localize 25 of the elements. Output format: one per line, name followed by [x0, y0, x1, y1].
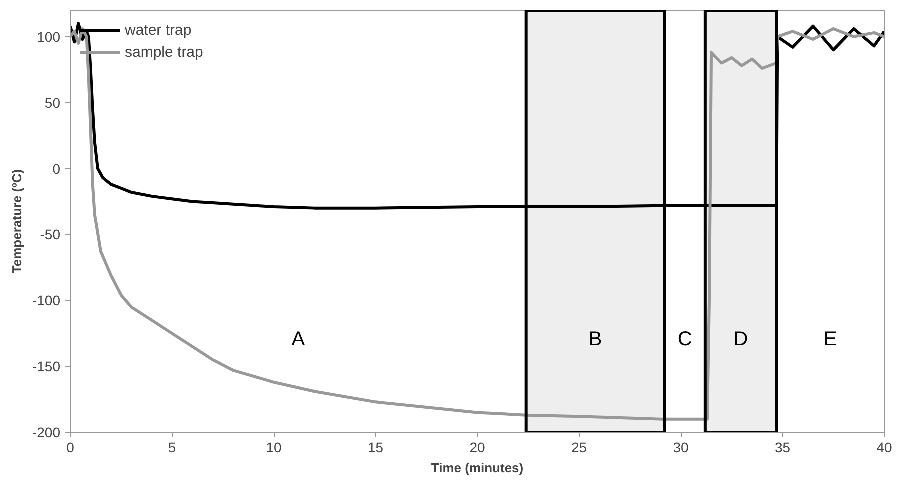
legend-label: sample trap	[125, 44, 204, 60]
x-tick-label: 20	[470, 440, 486, 456]
y-tick-label: -50	[40, 226, 61, 243]
annotation: E	[824, 328, 838, 351]
x-tick-label: 25	[571, 440, 588, 456]
annotation: A	[292, 328, 306, 351]
y-tick-label: 0	[52, 160, 61, 177]
y-tick-label: 100	[37, 28, 61, 45]
annotation: C	[678, 328, 692, 351]
x-tick-label: 15	[368, 440, 384, 456]
y-axis-title: Temperature (ºC)	[9, 169, 24, 274]
y-tick-label: -100	[32, 292, 61, 309]
x-tick-label: 30	[673, 440, 689, 456]
y-tick-label: 50	[44, 94, 61, 111]
band-label: D	[734, 328, 748, 351]
x-tick-label: 5	[168, 440, 176, 456]
y-tick-label: -200	[32, 424, 61, 440]
x-tick-label: 0	[66, 440, 75, 456]
x-axis-title: Time (minutes)	[431, 460, 524, 476]
x-tick-label: 35	[774, 440, 791, 456]
x-tick-label: 40	[876, 440, 892, 456]
x-tick-label: 10	[266, 440, 282, 456]
legend-label: water trap	[125, 22, 192, 38]
band-label: B	[588, 328, 602, 351]
y-tick-label: -150	[32, 358, 61, 375]
